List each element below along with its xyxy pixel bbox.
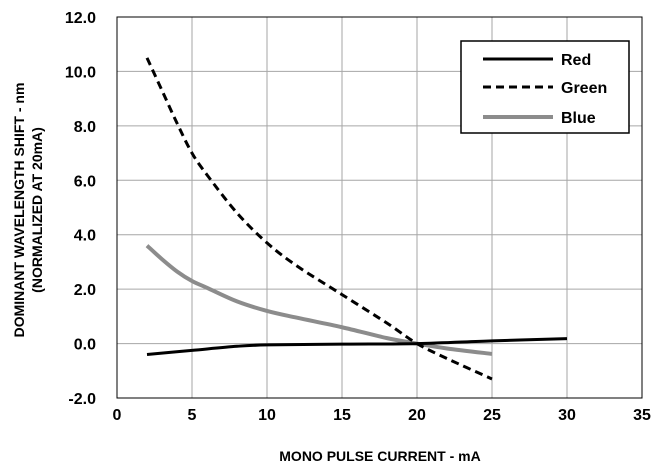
- series-line-blue: [145, 244, 493, 356]
- series-line-green: [145, 57, 493, 381]
- y-axis-title: DOMINANT WAVELENGTH SHIFT - nm (NORMALIZ…: [11, 83, 45, 338]
- x-tick-label: 5: [188, 407, 197, 424]
- legend-label-blue: Blue: [561, 110, 596, 127]
- x-tick-label: 35: [633, 407, 651, 424]
- series-line-red: [146, 337, 568, 356]
- x-tick-label: 10: [258, 407, 276, 424]
- y-tick-label: 10.0: [65, 64, 96, 81]
- legend-label-red: Red: [561, 52, 591, 69]
- series-layer: [145, 57, 568, 381]
- y-tick-label: 8.0: [74, 119, 96, 136]
- legend-label-green: Green: [561, 80, 607, 97]
- y-axis-title-line-1: DOMINANT WAVELENGTH SHIFT - nm: [11, 83, 27, 338]
- y-tick-label: 2.0: [74, 282, 96, 299]
- y-tick-labels: -2.0 0.0 2.0 4.0 6.0 8.0 10.0 12.0: [65, 10, 96, 408]
- y-tick-label: 12.0: [65, 10, 96, 27]
- y-tick-label: -2.0: [68, 391, 96, 408]
- x-axis-title: MONO PULSE CURRENT - mA: [279, 448, 480, 464]
- y-tick-label: 4.0: [74, 228, 96, 245]
- x-tick-label: 15: [333, 407, 351, 424]
- y-axis-title-line-2: (NORMALIZED AT 20mA): [29, 127, 45, 293]
- x-tick-label: 30: [558, 407, 576, 424]
- legend: Red Green Blue: [460, 40, 630, 134]
- x-tick-label: 0: [113, 407, 122, 424]
- x-tick-label: 20: [408, 407, 426, 424]
- y-tick-label: 0.0: [74, 337, 96, 354]
- plot-frame: [116, 16, 643, 399]
- y-tick-label: 6.0: [74, 173, 96, 190]
- x-tick-labels: 0 5 10 15 20 25 30 35: [113, 407, 651, 424]
- x-tick-label: 25: [483, 407, 501, 424]
